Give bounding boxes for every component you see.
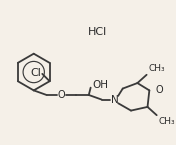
Text: CH₃: CH₃ [148,64,165,73]
Text: OH: OH [92,80,108,90]
Text: CH₃: CH₃ [159,117,175,126]
Text: HCl: HCl [87,27,107,37]
Text: N: N [111,95,118,105]
Text: O: O [156,85,163,95]
Text: O: O [57,90,65,100]
Text: Cl: Cl [30,68,41,78]
